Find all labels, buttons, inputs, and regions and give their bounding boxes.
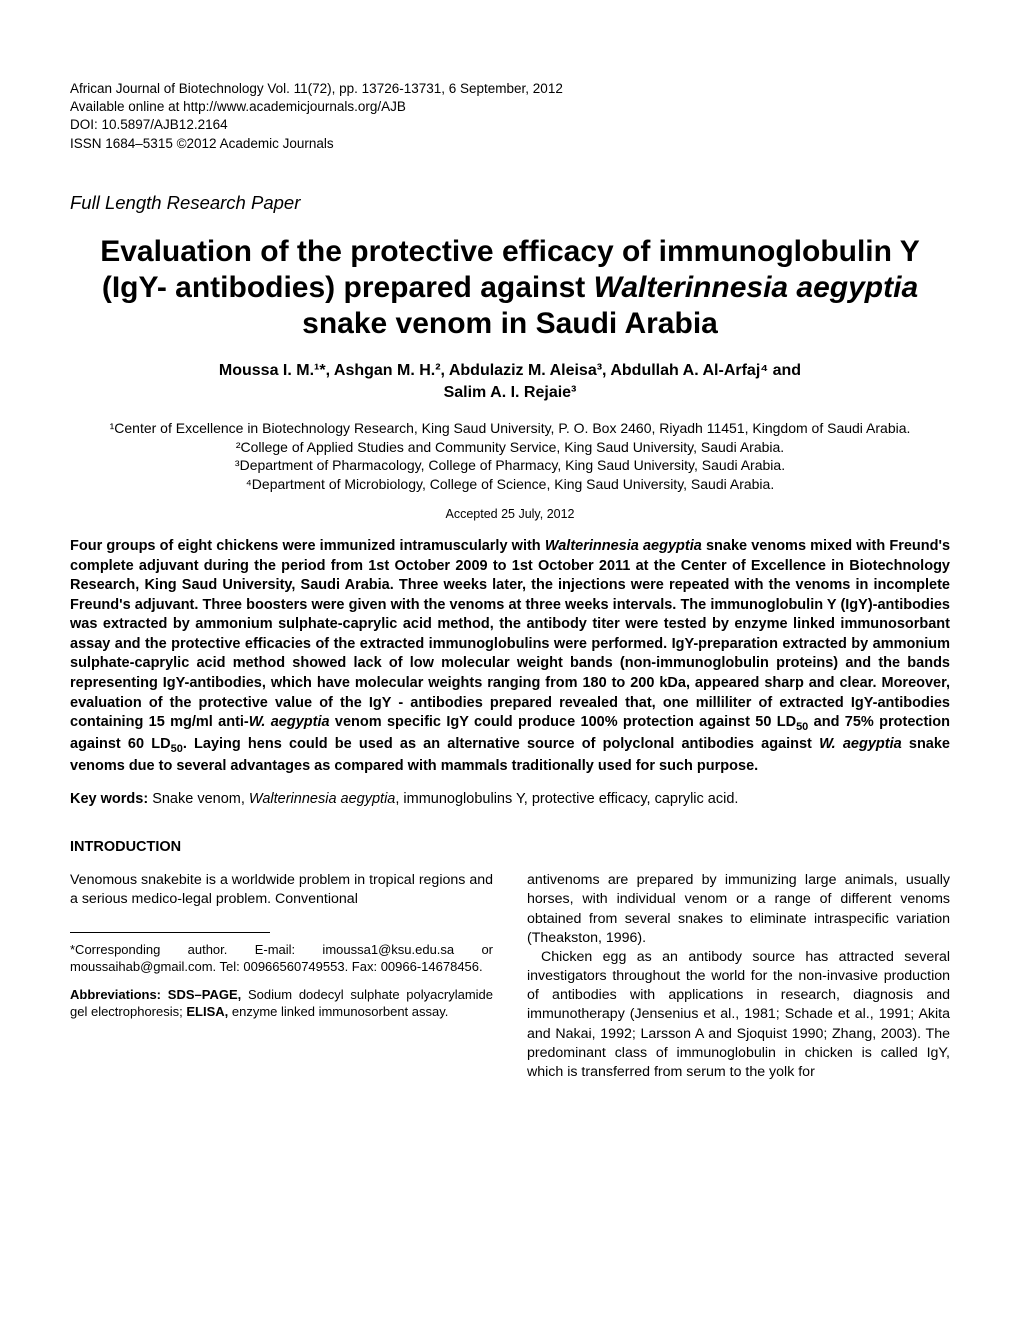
abbr2-bold: ELISA,: [186, 1004, 228, 1019]
abbr-label: Abbreviations:: [70, 987, 161, 1002]
affiliations: ¹Center of Excellence in Biotechnology R…: [70, 419, 950, 495]
paper-title: Evaluation of the protective efficacy of…: [70, 234, 950, 342]
abbreviations: Abbreviations: SDS–PAGE, Sodium dodecyl …: [70, 986, 493, 1021]
online-line: Available online at http://www.academicj…: [70, 98, 950, 116]
issn-line: ISSN 1684–5315 ©2012 Academic Journals: [70, 135, 950, 153]
abstract-species3: W. aegyptia: [819, 736, 902, 752]
intro-right-p1: antivenoms are prepared by immunizing la…: [527, 871, 950, 948]
paper-type: Full Length Research Paper: [70, 191, 950, 216]
abstract: Four groups of eight chickens were immun…: [70, 537, 950, 776]
affiliation-4: ⁴Department of Microbiology, College of …: [70, 475, 950, 494]
left-column: Venomous snakebite is a worldwide proble…: [70, 871, 493, 1082]
abstract-species2: W. aegyptia: [249, 714, 330, 730]
abstract-species1: Walterinnesia aegyptia: [545, 538, 702, 554]
footnotes: *Corresponding author. E-mail: imoussa1@…: [70, 941, 493, 1021]
title-part2: snake venom in Saudi Arabia: [302, 307, 718, 340]
abbr1-bold: SDS–PAGE,: [161, 987, 241, 1002]
authors-line1: Moussa I. M.¹*, Ashgan M. H.², Abdulaziz…: [70, 360, 950, 382]
affiliation-1: ¹Center of Excellence in Biotechnology R…: [70, 419, 950, 438]
accepted-date: Accepted 25 July, 2012: [70, 506, 950, 523]
abstract-sub2: 50: [171, 743, 183, 755]
abstract-p2: snake venoms mixed with Freund's complet…: [70, 538, 950, 730]
title-species: Walterinnesia aegyptia: [594, 271, 919, 304]
right-column: antivenoms are prepared by immunizing la…: [527, 871, 950, 1082]
abstract-sub1: 50: [796, 721, 808, 733]
journal-header: African Journal of Biotechnology Vol. 11…: [70, 80, 950, 153]
abstract-p5: . Laying hens could be used as an altern…: [183, 736, 819, 752]
keywords-p1: Snake venom,: [148, 791, 249, 807]
affiliation-3: ³Department of Pharmacology, College of …: [70, 456, 950, 475]
abbr2-text: enzyme linked immunosorbent assay.: [228, 1004, 448, 1019]
section-heading-introduction: INTRODUCTION: [70, 838, 950, 858]
doi-line: DOI: 10.5897/AJB12.2164: [70, 116, 950, 134]
intro-left-paragraph: Venomous snakebite is a worldwide proble…: [70, 871, 493, 909]
authors-line2: Salim A. I. Rejaie³: [70, 382, 950, 404]
journal-line: African Journal of Biotechnology Vol. 11…: [70, 80, 950, 98]
keywords-p2: , immunoglobulins Y, protective efficacy…: [395, 791, 738, 807]
authors: Moussa I. M.¹*, Ashgan M. H.², Abdulaziz…: [70, 360, 950, 405]
affiliation-2: ²College of Applied Studies and Communit…: [70, 438, 950, 457]
footnote-rule: [70, 932, 270, 933]
keywords-label: Key words:: [70, 791, 148, 807]
abstract-p1: Four groups of eight chickens were immun…: [70, 538, 545, 554]
corresponding-author: *Corresponding author. E-mail: imoussa1@…: [70, 941, 493, 976]
two-column-body: Venomous snakebite is a worldwide proble…: [70, 871, 950, 1082]
keywords-italic: Walterinnesia aegyptia: [249, 791, 395, 807]
keywords: Key words: Snake venom, Walterinnesia ae…: [70, 790, 950, 810]
abstract-p3: venom specific IgY could produce 100% pr…: [330, 714, 796, 730]
intro-right-p2: Chicken egg as an antibody source has at…: [527, 948, 950, 1082]
